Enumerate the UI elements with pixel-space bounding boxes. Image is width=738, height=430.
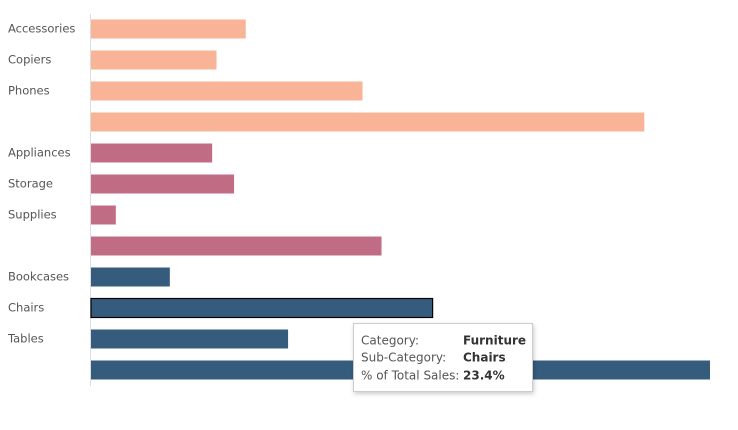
tooltip-box <box>353 323 533 392</box>
category-label: Accessories <box>8 22 75 36</box>
bar <box>91 267 170 287</box>
bar <box>91 112 645 132</box>
bars: Accessories Copiers Phones Appliances Storag… <box>7 19 710 380</box>
tooltip-label: Category: <box>361 334 419 348</box>
bar <box>91 174 235 194</box>
bar <box>91 143 213 163</box>
tooltip-value: Furniture <box>463 334 526 348</box>
tooltip-value: Chairs <box>463 351 506 365</box>
tooltip-value: 23.4% <box>463 369 505 383</box>
tooltip-label: % of Total Sales: <box>361 369 459 383</box>
bar <box>91 329 289 349</box>
category-label: Tables <box>7 332 44 346</box>
bar <box>91 19 246 39</box>
tooltip-label: Sub-Category: <box>361 351 446 365</box>
category-label: Supplies <box>8 208 57 222</box>
bar <box>91 236 382 256</box>
bar <box>91 81 363 101</box>
tooltip: Category: Furniture Sub-Category: Chairs… <box>353 323 533 392</box>
bar <box>91 205 116 225</box>
bar <box>91 50 217 70</box>
category-label: Copiers <box>8 53 51 67</box>
category-label: Phones <box>8 84 50 98</box>
category-label: Chairs <box>8 301 44 315</box>
category-label: Bookcases <box>8 270 69 284</box>
category-label: Appliances <box>8 146 71 160</box>
bar <box>90 297 434 319</box>
category-label: Storage <box>8 177 53 191</box>
